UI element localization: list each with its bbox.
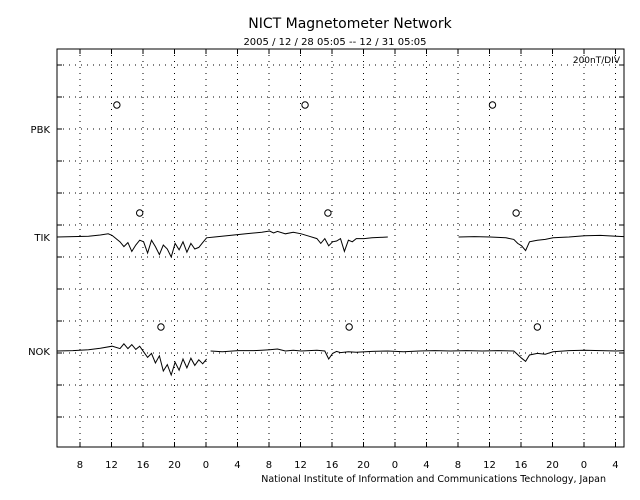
event-marker: [324, 209, 332, 217]
event-markers: [113, 101, 542, 331]
credit-text: National Institute of Information and Co…: [261, 474, 606, 485]
x-tick-label: 16: [137, 460, 150, 471]
x-tick-label: 4: [423, 460, 429, 471]
x-tick-label: 0: [392, 460, 398, 471]
plot-frame: [56, 48, 625, 448]
event-marker: [157, 323, 165, 331]
event-marker: [345, 323, 353, 331]
event-marker: [301, 101, 309, 109]
x-tick-label: 20: [546, 460, 559, 471]
x-tick-label: 8: [266, 460, 272, 471]
station-label-nok: NOK: [28, 347, 50, 358]
station-label-pbk: PBK: [31, 125, 51, 136]
x-tick-label: 12: [483, 460, 496, 471]
chart-subtitle: 2005 / 12 / 28 05:05 -- 12 / 31 05:05: [243, 37, 426, 48]
chart-title: NICT Magnetometer Network: [248, 16, 452, 32]
x-tick-label: 4: [234, 460, 240, 471]
event-marker: [488, 101, 497, 109]
axis-ticks: [57, 49, 624, 447]
trace-tik: [458, 234, 625, 252]
event-marker: [135, 209, 144, 217]
station-label-tik: TIK: [33, 233, 50, 244]
event-marker: [512, 209, 520, 217]
x-tick-label: 0: [203, 460, 209, 471]
x-tick-label: 8: [77, 460, 83, 471]
event-marker: [113, 101, 121, 109]
trace-tik: [56, 230, 388, 259]
x-tick-label: 8: [455, 460, 461, 471]
event-marker: [533, 323, 542, 331]
x-tick-label: 12: [294, 460, 307, 471]
x-tick-label: 16: [515, 460, 528, 471]
x-tick-label: 20: [168, 460, 181, 471]
trace-nok: [56, 343, 207, 377]
station-traces: [56, 230, 625, 377]
x-tick-label: 4: [612, 460, 618, 471]
station-labels: PBK TIK NOK: [28, 125, 50, 358]
grid-lines: [57, 49, 624, 447]
scale-label: 200nT/DIV: [573, 56, 621, 66]
x-tick-label: 0: [581, 460, 587, 471]
x-tick-label: 16: [326, 460, 339, 471]
trace-nok: [210, 348, 625, 363]
x-tick-labels: 8 12 16 20 0 4 8 12 16 20 0 4 8 12 16 20 0 4: [77, 460, 619, 471]
x-tick-label: 20: [357, 460, 370, 471]
x-tick-label: 12: [105, 460, 118, 471]
